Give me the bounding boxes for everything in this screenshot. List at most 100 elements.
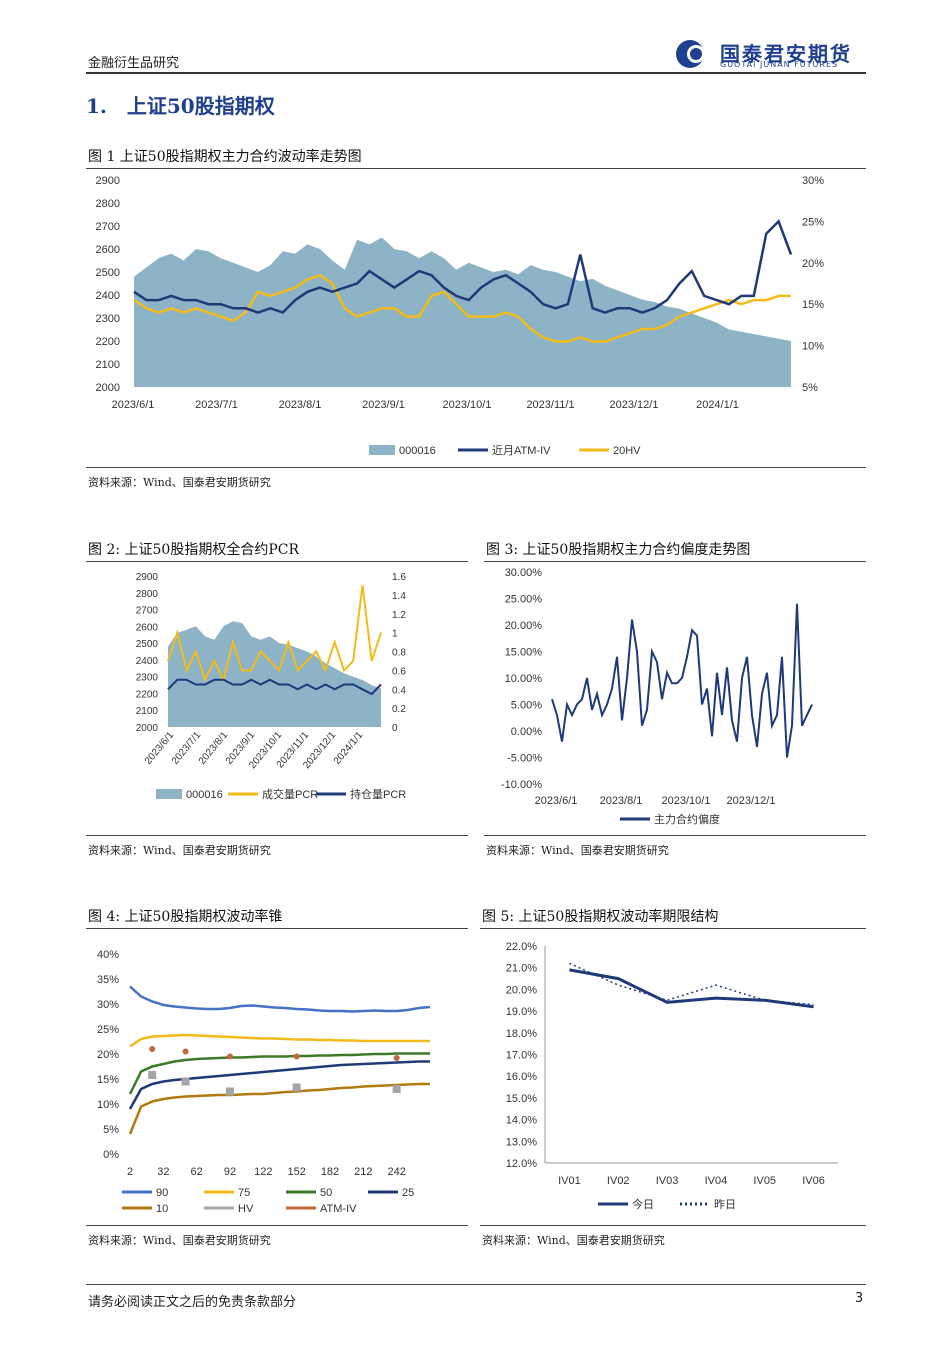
x-tick: 122 [254,1166,272,1178]
y-left-tick: 2800 [136,589,159,600]
fig4-title: 图 4: 上证50股指期权波动率锥 [88,909,283,925]
y-left-tick: 2200 [136,689,159,700]
y-tick: 20% [97,1049,119,1061]
y-tick: 18.0% [506,1028,537,1040]
marker-atm-iv [393,1055,400,1061]
series-20hv-line [133,273,791,343]
x-tick: 2023/12/1 [727,795,776,807]
x-tick: 212 [354,1166,372,1178]
x-tick: 2023/6/1 [112,399,155,411]
series-90-line [129,985,431,1013]
x-tick: 242 [387,1166,405,1178]
fig4-source: 资料来源：Wind、国泰君安期货研究 [88,1234,271,1247]
marker-hv [148,1071,157,1079]
y-right-tick: 0.8 [392,648,406,659]
legend-atm-iv-label: 近月ATM-IV [492,444,551,457]
x-tick: IV03 [656,1175,679,1187]
x-tick: 2024/1/1 [696,399,739,411]
y-tick: 10% [97,1099,119,1111]
y-right-tick: 0.6 [392,666,406,677]
footer-divider [86,1284,866,1285]
x-tick: 2023/11/1 [526,399,574,411]
y-tick: -5.00% [507,753,542,765]
series-today-line [569,968,814,1009]
y-left-tick: 2400 [96,290,120,302]
y-left-tick: 2800 [96,198,120,210]
legend-75-label: 75 [238,1187,250,1199]
x-tick: 2023/6/1 [535,795,578,807]
y-tick: 5.00% [511,700,542,712]
y-right-tick: 25% [802,216,824,228]
fig3-chart: 30.00% 25.00% 20.00% 15.00% 10.00% 5.00% 0.00%… [501,567,813,826]
y-left-tick: 2700 [96,221,120,233]
series-volume-pcr-line [167,585,382,683]
y-right-tick: 0.4 [392,685,406,696]
y-left-tick: 2200 [96,336,120,348]
legend-25-label: 25 [402,1187,414,1199]
fig4-chart: 40% 35% 30% 25% 20% 15% 10% 5% 0% 2 32 62 92 122 152 18… [97,949,431,1215]
y-left-tick: 2100 [136,706,159,717]
series-10-line [128,1082,430,1135]
fig1-source: 资料来源：Wind、国泰君安期货研究 [88,476,271,489]
marker-atm-iv [182,1048,189,1055]
y-left-tick: 2300 [136,673,159,684]
y-right-tick: 1 [392,629,398,640]
fig2-title: 图 2: 上证50股指期权全合约PCR [88,542,300,558]
fig5-source: 资料来源：Wind、国泰君安期货研究 [482,1234,665,1247]
marker-atm-iv [149,1046,156,1052]
x-tick: IV04 [705,1175,728,1187]
company-logo: 国泰君安期货 GUOTAI JUNAN FUTURES [672,38,872,70]
y-tick: 20.00% [505,620,543,632]
series-25-line [128,1060,430,1110]
y-tick: 20.0% [506,984,537,996]
y-tick: 15.00% [505,647,543,659]
y-tick: 16.0% [506,1071,537,1083]
fig2-top-rule [86,561,468,562]
legend-000016-label: 000016 [186,789,223,801]
x-tick: 2023/8/1 [279,399,322,411]
x-tick: 2023/8/1 [600,795,643,807]
y-right-tick: 1.2 [392,610,406,621]
fig2-source: 资料来源：Wind、国泰君安期货研究 [88,844,271,857]
y-tick: 25% [97,1024,119,1036]
fig4-bottom-rule [86,1225,468,1226]
legend-ATM-IV-label: ATM-IV [320,1203,357,1215]
footer-disclaimer: 请务必阅读正文之后的免责条款部分 [88,1295,297,1310]
y-left-tick: 2500 [136,639,159,650]
x-tick: 2023/9/1 [362,399,405,411]
marker-hv [181,1077,190,1086]
y-left-tick: 2300 [96,313,120,325]
fig2-bottom-rule [86,835,468,836]
y-right-tick: 0 [392,723,398,734]
logo-text-cn: 国泰君安期货 [720,42,852,66]
x-tick: 2023/10/1 [443,399,492,411]
y-tick: 19.0% [506,1006,537,1018]
y-tick: 12.0% [506,1158,537,1170]
y-right-tick: 15% [802,299,824,311]
y-left-tick: 2100 [96,359,120,371]
y-tick: 14.0% [506,1115,537,1127]
y-tick: 30.00% [505,567,543,579]
section-title: 1. 上证50股指期权 [86,94,275,118]
marker-hv [392,1085,401,1093]
x-tick: 62 [191,1166,203,1178]
y-tick: 5% [103,1124,119,1136]
legend-oi-pcr-label: 持仓量PCR [350,787,406,801]
x-tick: IV01 [558,1175,581,1187]
marker-hv [292,1083,301,1092]
y-tick: 25.00% [505,594,543,606]
fig5-chart: 22.0% 21.0% 20.0% 19.0% 18.0% 17.0% 16.0% 15.0%… [506,941,838,1211]
x-tick: 2024/1/1 [332,730,366,767]
y-right-tick: 5% [802,382,818,394]
x-tick: IV05 [753,1175,776,1187]
fig3-title: 图 3: 上证50股指期权主力合约偏度走势图 [486,542,751,558]
y-tick: 10.00% [505,673,543,685]
header-divider [86,72,866,74]
report-category: 金融衍生品研究 [88,56,180,71]
fig1-bottom-rule [86,467,866,468]
y-left-tick: 2000 [136,723,159,734]
fig3-bottom-rule [484,835,866,836]
x-tick: 2023/10/1 [662,795,711,807]
legend-50-label: 50 [320,1187,332,1199]
y-right-tick: 0.2 [392,704,406,715]
